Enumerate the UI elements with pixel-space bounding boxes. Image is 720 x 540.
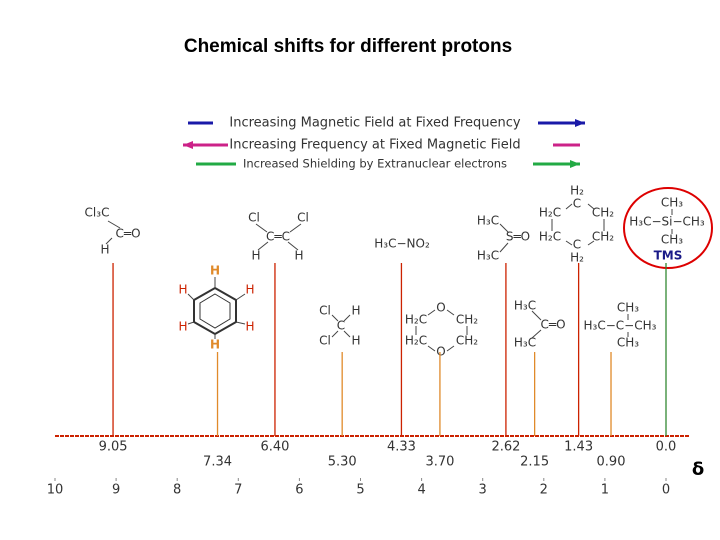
structure-label: H₂ xyxy=(570,184,584,198)
x-tick-label: 6 xyxy=(295,483,303,498)
x-tick-label: 0 xyxy=(662,483,670,498)
structure-label: CH₂ xyxy=(456,313,478,327)
structure-label: C═C xyxy=(266,230,290,244)
structure-label: H₃C−Si−CH₃ xyxy=(629,215,705,229)
structure-label: C═O xyxy=(540,318,565,332)
structure-label: H₃C xyxy=(514,299,536,313)
structure-label: CH₃ xyxy=(617,301,639,315)
arrow-head xyxy=(183,141,193,149)
structure-label: H₃C xyxy=(514,336,536,350)
structure-label: H₂ xyxy=(570,251,584,265)
structure-label: H xyxy=(178,320,187,334)
x-tick-label: 7 xyxy=(234,483,242,498)
structure-label: Cl xyxy=(297,211,309,225)
x-tick-label: 4 xyxy=(417,483,425,498)
structure-label: CH₂ xyxy=(592,230,614,244)
peak-label: 0.90 xyxy=(597,455,626,470)
structure-label: H xyxy=(178,283,187,297)
structure-label: C xyxy=(573,238,581,252)
x-axis-label: δ xyxy=(692,459,704,480)
arrow-head xyxy=(575,119,585,127)
structure-label: H xyxy=(351,334,360,348)
arrow-label: Increased Shielding by Extranuclear elec… xyxy=(243,157,507,171)
arrow-label: Increasing Magnetic Field at Fixed Frequ… xyxy=(229,116,521,131)
structure-label: H₂C xyxy=(539,230,561,244)
structure-label: C═O xyxy=(115,227,140,241)
structure-label: H₃C xyxy=(477,249,499,263)
bonds xyxy=(105,187,713,352)
x-tick-label: 2 xyxy=(540,483,548,498)
peak-label: 0.0 xyxy=(656,440,677,455)
structure-label: H xyxy=(351,304,360,318)
structure-label: Cl xyxy=(319,334,331,348)
peak-label: 5.30 xyxy=(328,455,357,470)
peak-label: 2.15 xyxy=(520,455,549,470)
structure-label: O xyxy=(436,301,445,315)
x-tick-label: 10 xyxy=(47,483,64,498)
peak-label: 7.34 xyxy=(203,455,232,470)
x-tick-label: 9 xyxy=(112,483,120,498)
structure-label: H₂C xyxy=(405,334,427,348)
peak-label: 9.05 xyxy=(99,440,128,455)
structure-label: H₂C xyxy=(405,313,427,327)
structure-label: Cl₃C xyxy=(85,206,110,220)
structure-label: O xyxy=(436,345,445,359)
x-tick-label: 3 xyxy=(479,483,487,498)
peak-label: 1.43 xyxy=(564,440,593,455)
structure-label: H₃C−C−CH₃ xyxy=(584,319,657,333)
structure-label: TMS xyxy=(654,249,683,263)
structure-label: H₃C−NO₂ xyxy=(374,237,430,251)
arrow-label: Increasing Frequency at Fixed Magnetic F… xyxy=(229,138,520,153)
peak-label: 4.33 xyxy=(387,440,416,455)
structure-label: CH₂ xyxy=(592,206,614,220)
structure-label: CH₃ xyxy=(661,233,683,247)
structure-label: CH₂ xyxy=(456,334,478,348)
peak-label: 2.62 xyxy=(491,440,520,455)
structure-label: C xyxy=(337,319,345,333)
x-tick-label: 1 xyxy=(601,483,609,498)
structure-label: Cl xyxy=(319,304,331,318)
peak-label: 6.40 xyxy=(260,440,289,455)
structure-label: H xyxy=(294,249,303,263)
structure-label: H xyxy=(210,264,220,278)
structure-label: H xyxy=(251,249,260,263)
structure-label: CH₃ xyxy=(617,336,639,350)
structure-label: H xyxy=(210,338,220,352)
arrow-head xyxy=(570,160,580,168)
structure-label: H xyxy=(245,283,254,297)
structure-label: S═O xyxy=(506,230,530,244)
structure-label: H xyxy=(245,320,254,334)
structure-label: Cl xyxy=(248,211,260,225)
structure-label: CH₃ xyxy=(661,196,683,210)
chart-title: Chemical shifts for different protons xyxy=(184,36,512,57)
structure-label: H xyxy=(100,243,109,257)
structure-label: C xyxy=(573,197,581,211)
structure-label: H₂C xyxy=(539,206,561,220)
x-tick-label: 5 xyxy=(356,483,364,498)
peak-label: 3.70 xyxy=(425,455,454,470)
x-tick-label: 8 xyxy=(173,483,181,498)
structure-label: H₃C xyxy=(477,214,499,228)
